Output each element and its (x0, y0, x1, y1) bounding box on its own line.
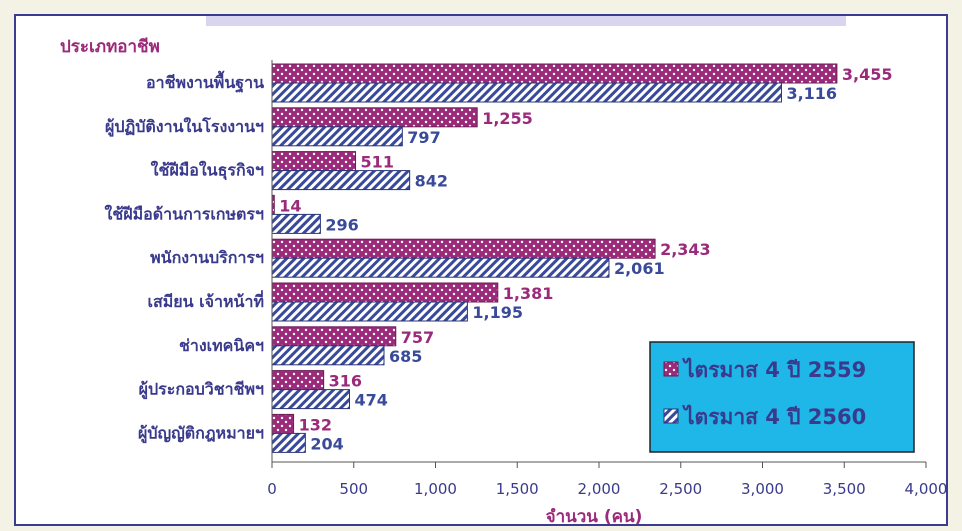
value-label-2560-0: 3,116 (786, 84, 837, 103)
bar-2559-6 (271, 326, 397, 347)
bar-2560-4 (271, 257, 610, 278)
category-label-0: อาชีพงานพื้นฐาน (146, 70, 264, 93)
x-tick-label-0: 0 (267, 480, 277, 498)
value-label-2559-8: 132 (299, 415, 332, 434)
bar-2559-8 (271, 413, 295, 434)
legend: ไตรมาส 4 ปี 2559 ไตรมาส 4 ปี 2560 (649, 341, 915, 453)
value-label-2560-5: 1,195 (472, 303, 523, 322)
value-label-2559-2: 511 (361, 153, 394, 172)
value-label-2560-7: 474 (354, 391, 387, 410)
value-label-2560-3: 296 (325, 215, 358, 234)
value-label-2560-2: 842 (415, 172, 448, 191)
bar-2560-5 (271, 301, 468, 322)
x-tick-label-3: 1,500 (496, 480, 539, 498)
x-tick-label-5: 2,500 (659, 480, 702, 498)
bar-2560-7 (271, 389, 350, 410)
value-label-2559-5: 1,381 (503, 284, 554, 303)
legend-box (649, 341, 915, 453)
bar-2559-1 (271, 107, 478, 128)
value-label-2559-0: 3,455 (842, 65, 893, 84)
category-label-8: ผู้บัญญัติกฎหมายฯ (138, 423, 264, 444)
legend-label-2560: ไตรมาส 4 ปี 2560 (682, 404, 866, 429)
bar-2560-3 (271, 213, 321, 234)
value-label-2560-8: 204 (310, 434, 343, 453)
x-tick-label-4: 2,000 (578, 480, 621, 498)
x-tick-label-6: 3,000 (741, 480, 784, 498)
bar-2559-5 (271, 282, 499, 303)
category-label-7: ผู้ประกอบวิชาชีพฯ (139, 380, 264, 401)
category-axis-title: ประเภทอาชีพ (60, 36, 160, 57)
x-tick-label-2: 1,000 (414, 480, 457, 498)
bar-2559-4 (271, 238, 656, 259)
value-label-2559-3: 14 (279, 196, 301, 215)
value-label-2560-1: 797 (407, 128, 440, 147)
category-labels: อาชีพงานพื้นฐานผู้ปฏิบัติงานในโรงงานฯใช้… (105, 70, 265, 444)
legend-label-2559: ไตรมาส 4 ปี 2559 (682, 357, 866, 382)
bar-2560-2 (271, 170, 411, 191)
title-strip (206, 16, 846, 26)
x-axis-title: จำนวน (คน) (546, 507, 643, 527)
category-label-3: ใช้ฝีมือด้านการเกษตรฯ (105, 204, 264, 223)
bar-2560-1 (271, 126, 403, 147)
category-label-1: ผู้ปฏิบัติงานในโรงงานฯ (105, 116, 264, 138)
value-label-2559-4: 2,343 (660, 240, 711, 259)
category-label-4: พนักงานบริการฯ (150, 248, 264, 267)
bar-2559-2 (271, 151, 357, 172)
category-label-2: ใช้ฝีมือในธุรกิจฯ (151, 161, 264, 181)
legend-swatch-2560 (663, 408, 679, 424)
bar-2559-0 (271, 63, 838, 84)
bar-2560-0 (271, 82, 782, 103)
x-ticks: 0 500 1,000 1,500 2,000 2,500 3,000 3,500 4,000 (267, 462, 947, 498)
value-label-2559-1: 1,255 (482, 109, 533, 128)
legend-swatch-2559 (663, 361, 679, 377)
bar-2560-6 (271, 345, 385, 366)
x-tick-label-8: 4,000 (905, 480, 948, 498)
value-label-2559-7: 316 (329, 372, 362, 391)
x-tick-label-7: 3,500 (823, 480, 866, 498)
value-label-2560-6: 685 (389, 347, 422, 366)
x-tick-label-1: 500 (339, 480, 368, 498)
bar-2560-8 (271, 432, 306, 453)
value-label-2559-6: 757 (401, 328, 434, 347)
bar-2559-7 (271, 370, 325, 391)
category-label-5: เสมียน เจ้าหน้าที่ (147, 290, 264, 311)
category-label-6: ช่างเทคนิคฯ (179, 336, 264, 355)
value-label-2560-4: 2,061 (614, 259, 665, 278)
